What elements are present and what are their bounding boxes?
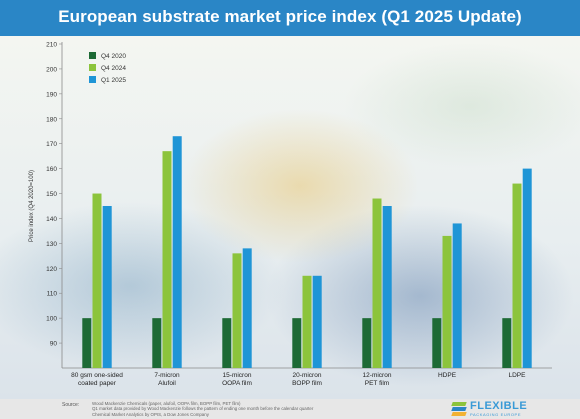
y-tick-label: 140 [46, 216, 57, 223]
bar [382, 206, 392, 368]
y-tick-label: 160 [46, 166, 57, 173]
bar [92, 193, 102, 368]
page-title: European substrate market price index (Q… [58, 7, 522, 26]
logo-brand: FLEXIBLE [470, 400, 528, 412]
bar [82, 318, 92, 368]
title-bar: European substrate market price index (Q… [0, 0, 580, 36]
source-line: Chemical Market Analytics by OPIS, a Dow… [92, 411, 209, 417]
legend-swatch [89, 52, 96, 59]
source-line: Q1 market data provided by Wood Mackenzi… [92, 406, 314, 412]
legend-label: Q4 2024 [101, 65, 126, 72]
y-tick-label: 130 [46, 241, 57, 248]
source-lines: Wood Mackenzie Chemicals (paper, alufoil… [92, 401, 422, 417]
x-tick-label: 80 gsm one-sided [71, 372, 123, 379]
bar [432, 318, 442, 368]
x-tick-label: 15-micron [223, 372, 252, 379]
y-tick-label: 90 [50, 341, 58, 348]
y-tick-label: 120 [46, 266, 57, 273]
y-tick-label: 100 [46, 316, 57, 323]
bar [452, 223, 462, 368]
bar [292, 318, 302, 368]
bar [152, 318, 162, 368]
bar [302, 275, 312, 368]
x-tick-label: Alufoil [158, 380, 176, 387]
y-tick-label: 190 [46, 91, 57, 98]
y-tick-label: 180 [46, 116, 57, 123]
y-tick-label: 210 [46, 42, 57, 49]
legend-swatch [89, 64, 96, 71]
x-tick-label: 12-micron [363, 372, 392, 379]
bar [222, 318, 232, 368]
bar [442, 235, 452, 368]
y-tick-label: 170 [46, 141, 57, 148]
logo-mark-icon [451, 402, 467, 416]
bar [162, 151, 172, 368]
x-tick-label: 7-micron [154, 372, 180, 379]
legend-swatch [89, 76, 96, 83]
x-tick-label: coated paper [78, 380, 117, 387]
bar [372, 198, 382, 368]
x-tick-label: PET film [365, 380, 389, 387]
y-tick-label: 200 [46, 66, 57, 73]
bar [512, 183, 522, 368]
x-tick-label: LDPE [509, 372, 527, 379]
bar [502, 318, 512, 368]
bar [102, 206, 112, 368]
bar-chart: 90 100 110 120 130 140 150 160 170 180 190 200 210 Pr… [29, 42, 552, 387]
source-label: Source: [62, 402, 80, 408]
y-tick-label: 110 [47, 291, 58, 298]
bar [232, 253, 242, 368]
y-axis-label: Price index (Q4 2020=100) [29, 170, 35, 242]
y-tick-label: 150 [46, 191, 57, 198]
x-tick-label: BOPP film [292, 380, 322, 387]
legend-label: Q4 2020 [101, 53, 126, 60]
logo-tagline: PACKAGING EUROPE [470, 412, 522, 417]
flexible-packaging-europe-logo: FLEXIBLE PACKAGING EUROPE [451, 400, 572, 418]
source-line: Wood Mackenzie Chemicals (paper, alufoil… [92, 401, 241, 406]
x-tick-label: HDPE [438, 372, 457, 379]
legend-label: Q1 2025 [101, 77, 126, 84]
x-tick-label: 20-micron [293, 372, 322, 379]
bar [242, 248, 252, 368]
bar [172, 136, 182, 368]
bar [362, 318, 372, 368]
bar [312, 275, 322, 368]
x-tick-label: OOPA film [222, 380, 252, 387]
footer: Source: Wood Mackenzie Chemicals (paper,… [0, 399, 580, 419]
bar [522, 168, 532, 368]
